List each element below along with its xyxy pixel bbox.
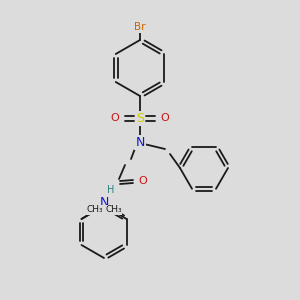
Text: CH₃: CH₃ xyxy=(86,206,103,214)
Text: O: O xyxy=(139,176,147,186)
Text: Br: Br xyxy=(134,22,146,32)
Text: S: S xyxy=(136,112,144,124)
Text: H: H xyxy=(107,185,115,195)
Text: CH₃: CH₃ xyxy=(105,206,122,214)
Text: N: N xyxy=(135,136,145,148)
Text: O: O xyxy=(160,113,169,123)
Text: N: N xyxy=(99,196,109,208)
Text: O: O xyxy=(111,113,119,123)
